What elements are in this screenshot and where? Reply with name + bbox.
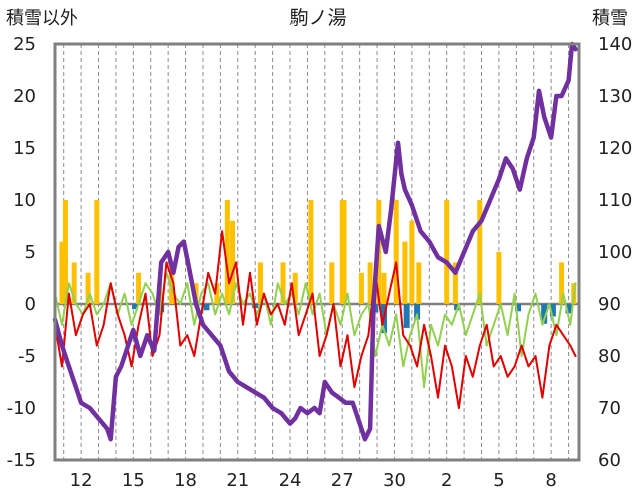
- precip-bar: [559, 262, 565, 304]
- left-tick-label: 5: [25, 242, 36, 263]
- right-tick-label: 120: [598, 138, 632, 159]
- x-axis-ticks: 12 15 18 21 24 27 30 2 5 8: [70, 470, 557, 491]
- precip-bar: [257, 262, 263, 304]
- x-tick-label: 21: [226, 470, 249, 491]
- x-tick-label: 30: [383, 470, 406, 491]
- left-axis-label: 積雪以外: [6, 8, 78, 29]
- right-tick-label: 60: [598, 450, 621, 471]
- x-tick-label: 27: [331, 470, 354, 491]
- right-tick-label: 80: [598, 346, 621, 367]
- vertical-gridlines: [63, 44, 570, 460]
- negative-bar: [203, 304, 210, 311]
- plot-frame: [53, 42, 581, 462]
- negative-bar: [414, 304, 421, 320]
- negative-bar: [541, 304, 548, 324]
- negative-bar: [565, 304, 572, 314]
- series-line-temperature: [54, 230, 577, 409]
- series-line-snow-depth: [52, 41, 578, 442]
- precip-bar: [59, 241, 65, 304]
- x-tick-label: 18: [174, 470, 197, 491]
- negative-bar: [132, 304, 139, 310]
- precip-bar: [341, 200, 347, 304]
- right-tick-label: 90: [598, 294, 621, 315]
- precip-bar: [393, 200, 399, 304]
- left-tick-label: 10: [13, 190, 36, 211]
- right-axis-ticks: 140 130 120 110 100 90 80 70 60: [598, 34, 632, 471]
- precip-bar: [71, 262, 77, 304]
- right-tick-label: 130: [598, 86, 632, 107]
- right-axis-label: 積雪: [592, 8, 628, 29]
- precip-bar: [224, 200, 230, 304]
- left-tick-label: 0: [25, 294, 36, 315]
- x-tick-label: 12: [70, 470, 93, 491]
- series-lines: [52, 41, 578, 442]
- precip-bar: [136, 272, 142, 304]
- precip-bar: [496, 252, 502, 304]
- precip-bar: [381, 272, 387, 304]
- precip-bar: [452, 262, 458, 304]
- right-tick-label: 140: [598, 34, 632, 55]
- x-tick-label: 8: [545, 470, 556, 491]
- precip-bar: [444, 200, 450, 304]
- chart-title: 駒ノ湯: [289, 7, 346, 29]
- precip-bar: [292, 272, 298, 304]
- right-tick-label: 100: [598, 242, 632, 263]
- precip-bar: [329, 262, 335, 304]
- x-tick-label: 15: [122, 470, 145, 491]
- precip-bar: [94, 200, 100, 304]
- negative-bar: [515, 304, 522, 312]
- precip-bar: [169, 262, 175, 304]
- left-tick-label: -5: [18, 346, 36, 367]
- precip-bar: [62, 200, 68, 304]
- precip-bar: [214, 283, 220, 304]
- right-tick-label: 110: [598, 190, 632, 211]
- precip-bar: [280, 262, 286, 304]
- negative-bar: [549, 304, 556, 317]
- left-tick-label: 20: [13, 86, 36, 107]
- left-tick-label: 15: [13, 138, 36, 159]
- precip-bar: [409, 220, 415, 304]
- left-tick-label: 25: [13, 34, 36, 55]
- series-line-other: [54, 271, 577, 389]
- negative-bar: [403, 304, 410, 328]
- x-tick-label: 24: [279, 470, 302, 491]
- precip-bar: [416, 262, 422, 304]
- precip-bar: [230, 220, 236, 304]
- precip-bar: [402, 241, 408, 304]
- precip-bar: [308, 200, 314, 304]
- precip-bar: [85, 272, 91, 304]
- precip-bar: [367, 262, 373, 304]
- x-tick-label: 5: [493, 470, 504, 491]
- precip-bar: [477, 200, 483, 304]
- x-tick-label: 2: [441, 470, 452, 491]
- left-axis-ticks: 25 20 15 10 5 0 -5 -10 -15: [7, 34, 36, 471]
- left-tick-label: -10: [7, 398, 36, 419]
- right-tick-label: 70: [598, 398, 621, 419]
- precip-bar: [358, 272, 364, 304]
- left-tick-label: -15: [7, 450, 36, 471]
